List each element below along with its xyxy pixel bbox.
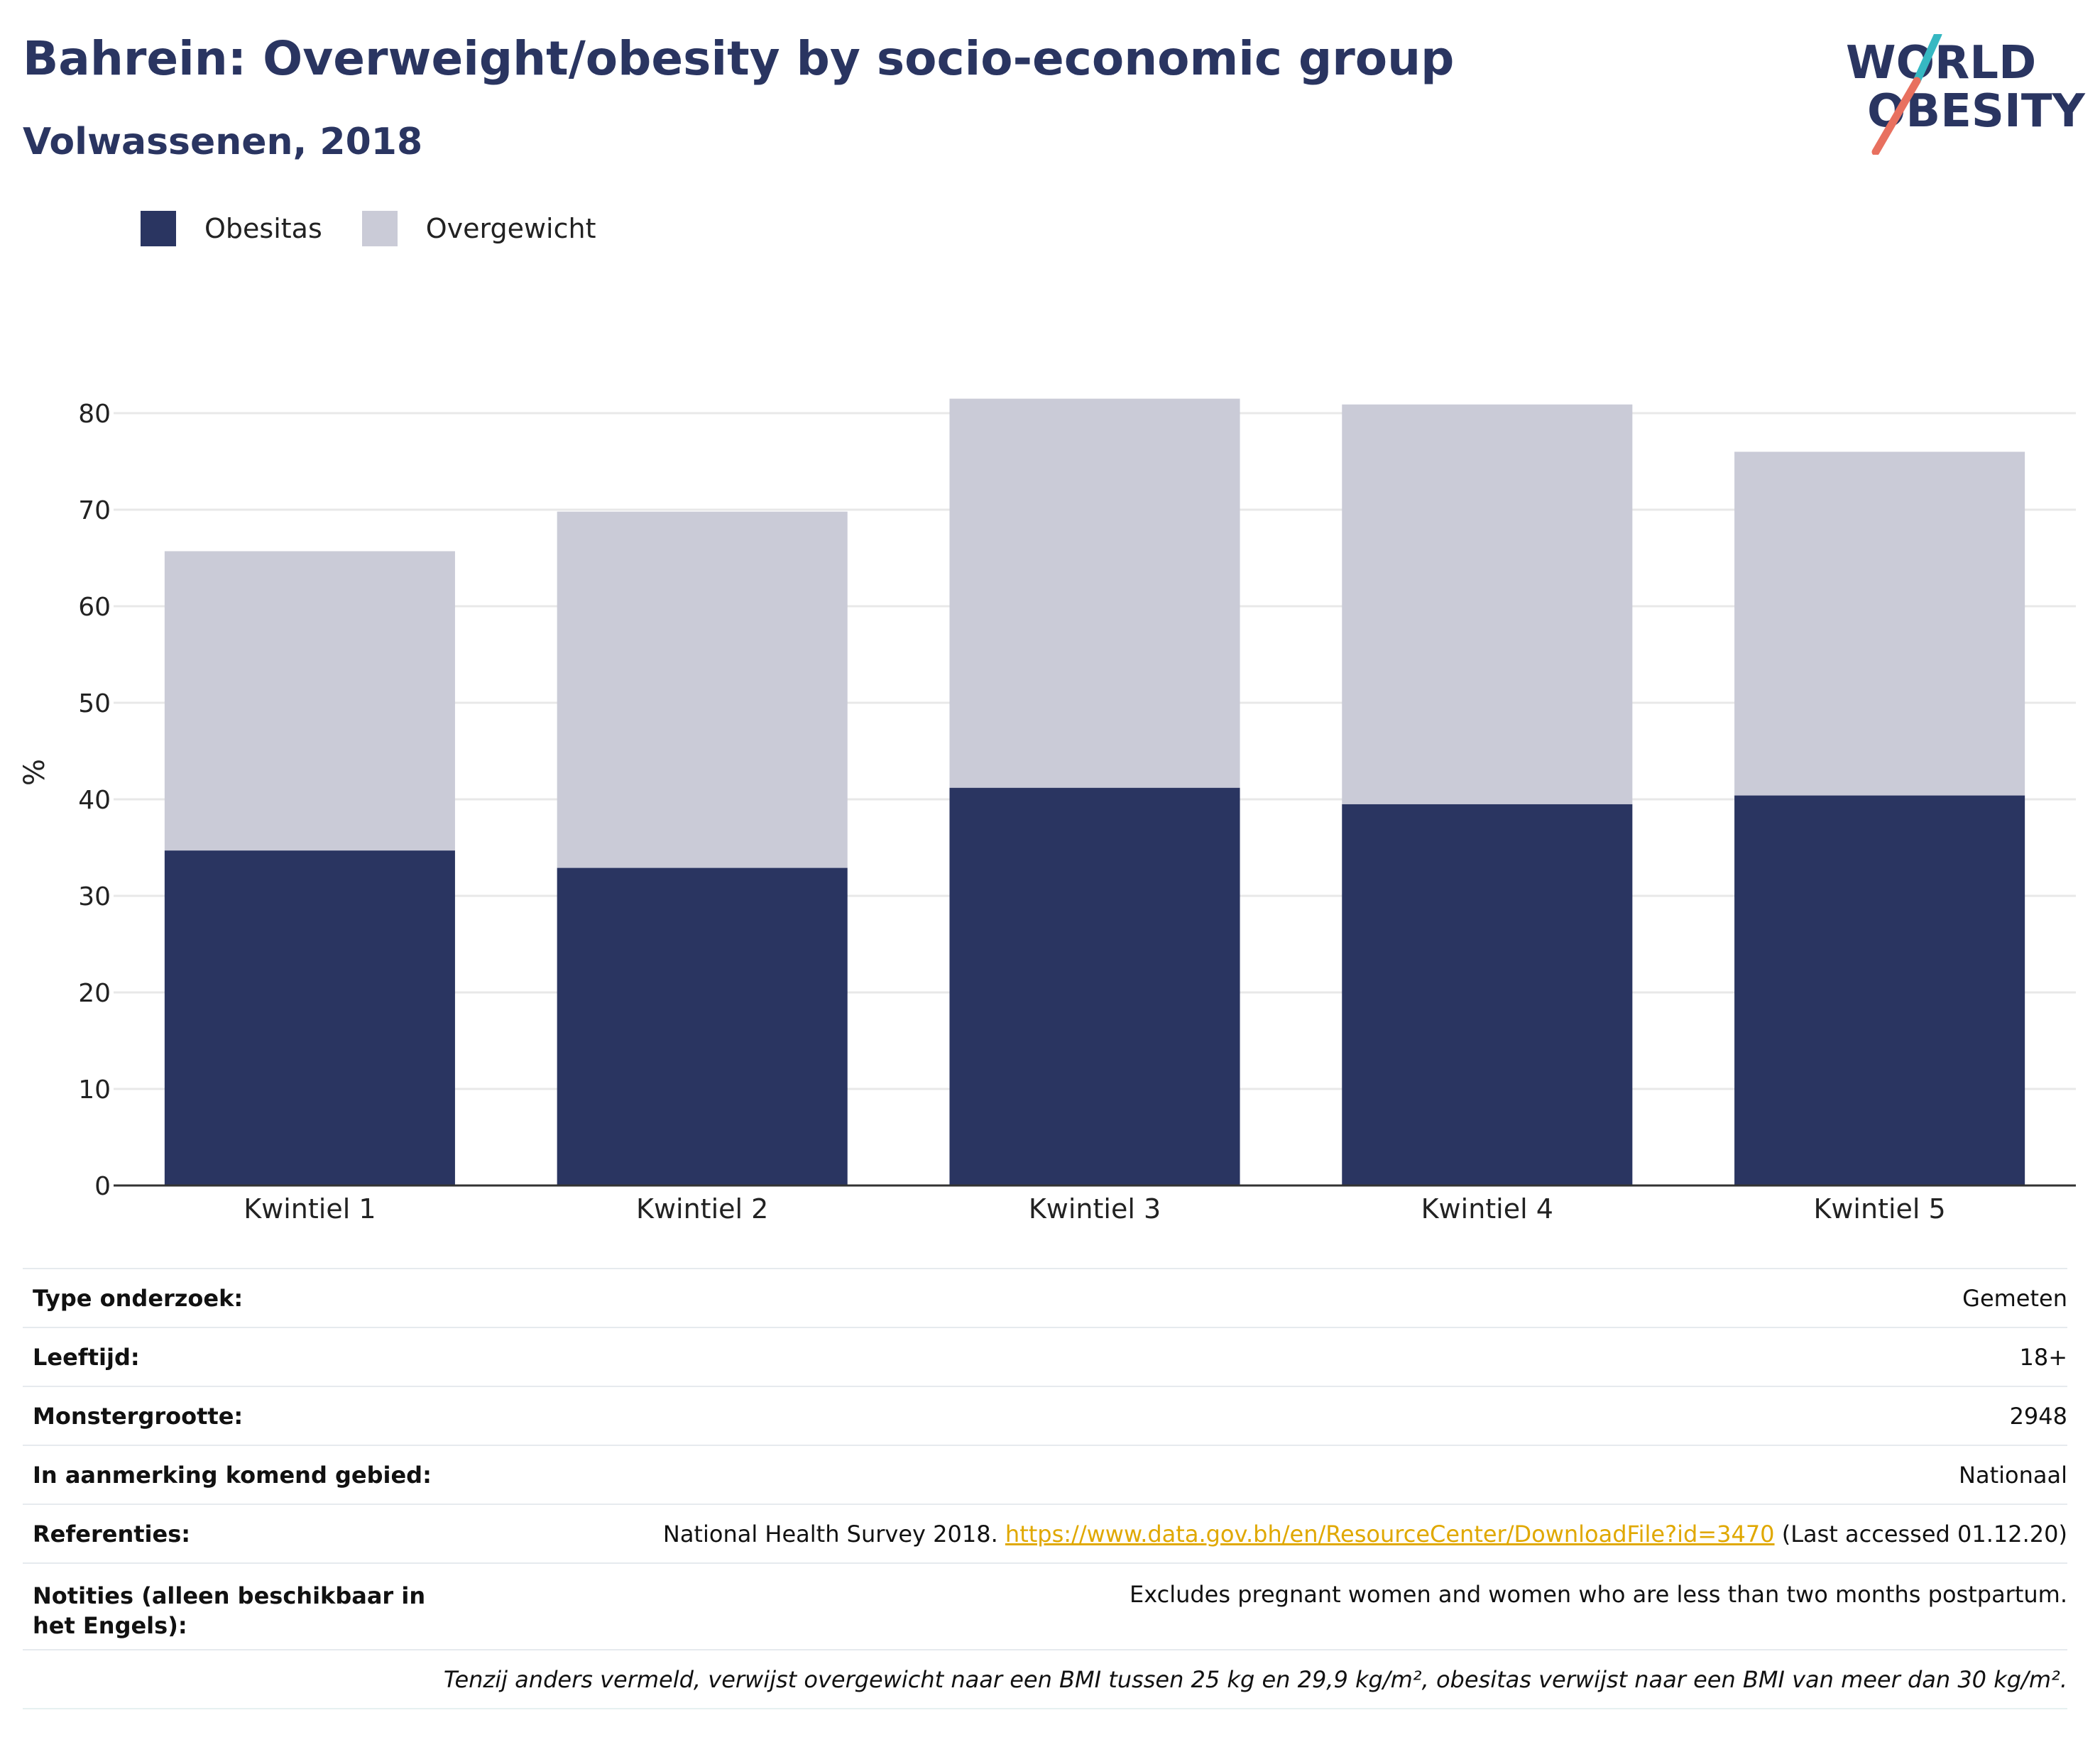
meta-value: Gemeten bbox=[1962, 1284, 2067, 1312]
definition-footnote: Tenzij anders vermeld, verwijst overgewi… bbox=[23, 1651, 2067, 1709]
page-subtitle: Volwassenen, 2018 bbox=[23, 121, 423, 163]
meta-value: 18+ bbox=[2019, 1343, 2067, 1371]
stacked-bar-chart: 0 10 20 30 40 50 60 70 80 % Kwintiel 1 Kwintiel 2… bbox=[18, 398, 2076, 1225]
y-axis-label: % bbox=[18, 759, 51, 786]
legend-swatch-obesitas bbox=[141, 211, 176, 246]
x-tick-label: Kwintiel 1 bbox=[244, 1193, 376, 1225]
reference-text: National Health Survey 2018. bbox=[662, 1520, 998, 1548]
meta-value: Nationaal bbox=[1959, 1461, 2067, 1489]
y-tick-label: 0 bbox=[94, 1172, 111, 1201]
meta-row-references: Referenties: National Health Survey 2018… bbox=[23, 1505, 2067, 1564]
meta-value: Excludes pregnant women and women who ar… bbox=[1130, 1581, 2067, 1608]
x-tick-label: Kwintiel 2 bbox=[636, 1193, 768, 1225]
bar-overgewicht-1[interactable] bbox=[164, 551, 455, 851]
meta-label: Referenties: bbox=[33, 1520, 191, 1548]
y-tick-label: 80 bbox=[78, 400, 111, 429]
y-tick-label: 50 bbox=[78, 689, 111, 718]
y-tick-label: 30 bbox=[78, 882, 111, 911]
meta-label: Notities (alleen beschikbaar in het Enge… bbox=[33, 1582, 426, 1639]
metadata-table: Type onderzoek: Gemeten Leeftijd: 18+ Mo… bbox=[23, 1268, 2067, 1650]
x-tick-label: Kwintiel 5 bbox=[1813, 1193, 1945, 1225]
bar-overgewicht-3[interactable] bbox=[949, 398, 1240, 788]
bar-obesitas-3[interactable] bbox=[949, 787, 1240, 1185]
bar-overgewicht-4[interactable] bbox=[1342, 404, 1633, 804]
x-tick-label: Kwintiel 3 bbox=[1029, 1193, 1161, 1225]
y-tick-label: 60 bbox=[78, 593, 111, 622]
logo-line1: WORLD bbox=[1846, 37, 2036, 89]
meta-label: Type onderzoek: bbox=[33, 1284, 244, 1312]
meta-row-age: Leeftijd: 18+ bbox=[23, 1328, 2067, 1387]
bar-obesitas-1[interactable] bbox=[164, 850, 455, 1185]
y-tick-label: 70 bbox=[78, 496, 111, 525]
x-axis-ticks: Kwintiel 1 Kwintiel 2 Kwintiel 3 Kwintiel 4… bbox=[244, 1193, 1945, 1225]
chart-bars bbox=[164, 398, 2025, 1185]
x-tick-label: Kwintiel 4 bbox=[1421, 1193, 1553, 1225]
y-tick-label: 20 bbox=[78, 979, 111, 1008]
logo-slash-teal bbox=[1913, 34, 1942, 85]
legend-item-obesitas[interactable]: Obesitas bbox=[141, 211, 322, 246]
legend-swatch-overgewicht bbox=[361, 211, 398, 246]
reference-suffix: (Last accessed 01.12.20) bbox=[1781, 1520, 2067, 1548]
y-tick-label: 10 bbox=[78, 1075, 111, 1105]
meta-label: Leeftijd: bbox=[33, 1343, 140, 1371]
bar-overgewicht-5[interactable] bbox=[1734, 451, 2025, 796]
y-tick-label: 40 bbox=[78, 786, 111, 815]
legend-label-overgewicht: Overgewicht bbox=[425, 213, 596, 244]
meta-value: 2948 bbox=[2009, 1402, 2067, 1430]
bar-obesitas-5[interactable] bbox=[1734, 795, 2025, 1185]
logo-slash-coral bbox=[1871, 77, 1921, 155]
bar-obesitas-2[interactable] bbox=[557, 867, 848, 1185]
meta-row-area: In aanmerking komend gebied: Nationaal bbox=[23, 1446, 2067, 1505]
chart-legend: Obesitas Overgewicht bbox=[141, 209, 636, 248]
meta-row-type: Type onderzoek: Gemeten bbox=[23, 1269, 2067, 1328]
bar-obesitas-4[interactable] bbox=[1342, 804, 1633, 1185]
meta-row-sample-size: Monstergrootte: 2948 bbox=[23, 1387, 2067, 1446]
world-obesity-logo: WORLD OBESITY bbox=[1846, 34, 2085, 155]
meta-label: In aanmerking komend gebied: bbox=[33, 1461, 432, 1489]
reference-value: National Health Survey 2018. https://www… bbox=[663, 1521, 2067, 1548]
y-axis-ticks: 0 10 20 30 40 50 60 70 80 bbox=[78, 400, 111, 1201]
meta-row-notes: Notities (alleen beschikbaar in het Enge… bbox=[23, 1564, 2067, 1650]
meta-label: Monstergrootte: bbox=[33, 1402, 244, 1430]
bar-overgewicht-2[interactable] bbox=[557, 511, 848, 868]
legend-item-overgewicht[interactable]: Overgewicht bbox=[361, 211, 596, 246]
page-title: Bahrein: Overweight/obesity by socio-eco… bbox=[23, 31, 1455, 86]
reference-link[interactable]: https://www.data.gov.bh/en/ResourceCente… bbox=[1005, 1520, 1775, 1548]
legend-label-obesitas: Obesitas bbox=[204, 213, 322, 244]
